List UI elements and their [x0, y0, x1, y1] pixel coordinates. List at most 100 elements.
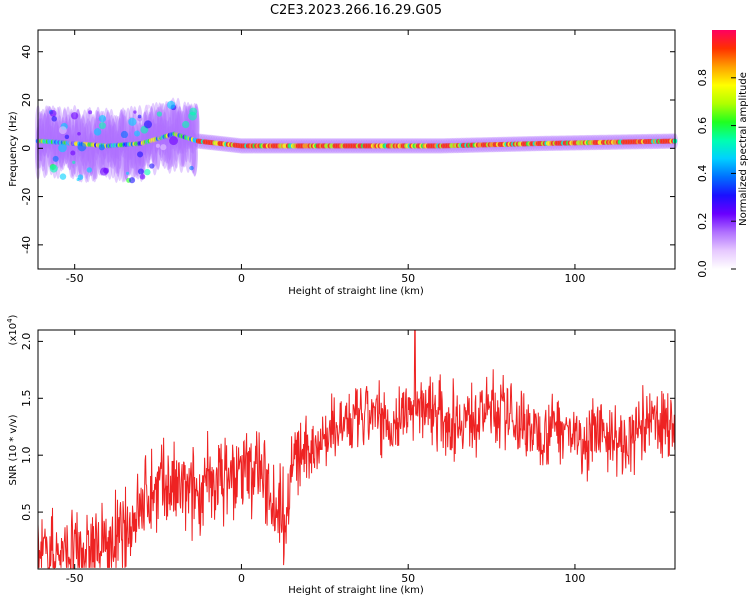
spectrogram-halo [106, 119, 113, 163]
spectrogram-blob [155, 143, 160, 148]
spectrogram-blob [58, 126, 67, 135]
spectrogram-blob [70, 150, 76, 156]
spectrogram-blob [98, 144, 105, 151]
spectrogram-blob [125, 171, 130, 175]
spectrogram-blob [156, 111, 163, 117]
spectrogram-blob [102, 153, 106, 157]
spectrogram-halo [118, 109, 125, 153]
spectrogram-y-tick-label: -20 [20, 188, 33, 206]
spectrogram-halo [120, 139, 127, 183]
spectrogram-halo [100, 128, 107, 173]
spectrogram-blob [169, 136, 179, 146]
spectrogram-halo [130, 137, 137, 181]
snr-y-axis-label: SNR (10 * v/v) [8, 414, 19, 485]
spectrogram-halo [161, 118, 168, 162]
spectrogram-halo [130, 125, 137, 170]
spectrogram-x-tick-label: 0 [238, 272, 245, 285]
spectrogram-halo [71, 117, 78, 161]
spectrogram-halo [101, 129, 108, 173]
snr-panel: -50 0 50 100 0.5 1.0 1.5 2.0 Height of straigh… [6, 314, 676, 596]
spectrogram-halo [125, 119, 132, 163]
spectrogram-halo [73, 118, 80, 163]
spectrogram-halo [183, 118, 190, 163]
spectrogram-halo [51, 112, 58, 156]
spectrogram-halo [113, 130, 120, 174]
spectrogram-blob [93, 128, 102, 136]
spectrogram-halo [41, 113, 48, 157]
spectrogram-halo [145, 122, 152, 167]
spectrogram-halo [150, 102, 157, 147]
spectrogram-halo [41, 134, 48, 179]
spectrogram-blob [128, 177, 136, 184]
spectrogram-halo [105, 119, 112, 164]
spectrogram-blob [134, 130, 141, 137]
spectrogram-halo [45, 114, 52, 159]
colorbar-ticks: 0.0 0.2 0.4 0.6 0.8 [696, 69, 736, 278]
spectrogram-halo [85, 108, 92, 152]
spectrogram-blob [139, 174, 146, 180]
colorbar-tick-label: 0.2 [696, 212, 709, 230]
spectrogram-blob [167, 100, 176, 110]
snr-frame [37, 329, 676, 570]
spectrogram-y-tick-label: 20 [20, 93, 33, 107]
spectrogram-blob [182, 120, 190, 129]
spectrogram-halo [131, 106, 138, 150]
snr-x-axis-label: Height of straight line (km) [288, 585, 424, 596]
colorbar-tick-label: 0.6 [696, 117, 709, 135]
spectrogram-x-ticks: -50 0 50 100 [66, 30, 585, 285]
spectrogram-blob [64, 134, 70, 140]
figure-title: C2E3.2023.266.16.29.G05 [270, 3, 442, 18]
spectrogram-x-axis-label: Height of straight line (km) [288, 286, 424, 297]
spectrogram-blob [160, 144, 167, 151]
spectrogram-halo [176, 110, 183, 154]
spectrogram-blob [77, 132, 81, 136]
spectrogram-halo [103, 130, 110, 174]
spectrogram-halo [91, 138, 98, 183]
spectrogram-halo [46, 124, 53, 168]
colorbar-gradient [712, 30, 736, 269]
snr-x-tick-label: -50 [66, 572, 84, 585]
spectrogram-halo [125, 107, 132, 152]
spectrogram-blob [146, 104, 151, 109]
spectrogram-halo [153, 109, 160, 153]
spectrogram-blob [137, 168, 144, 175]
spectrogram-frame [37, 29, 676, 270]
spectrogram-halo [120, 107, 127, 152]
spectrogram-blob [49, 109, 57, 117]
spectrogram-halo [128, 116, 135, 161]
spectrogram-halo [86, 106, 93, 151]
spectrogram-blob [99, 167, 109, 176]
spectrogram-halo [118, 109, 125, 153]
spectrogram-halo [46, 106, 53, 150]
spectrogram-halo [115, 115, 122, 160]
spectrogram-halo [176, 106, 183, 151]
spectrogram-y-tick-label: -40 [20, 236, 33, 254]
spectrogram-halo [70, 135, 77, 180]
spectrogram-halo [190, 110, 197, 154]
spectrogram-y-ticks: -40 -20 0 20 40 [20, 45, 675, 254]
spectrogram-halo [178, 110, 185, 154]
spectrogram-blob [157, 125, 162, 130]
snr-x-tick-label: 50 [401, 572, 415, 585]
snr-y-tick-label: 1.5 [20, 390, 33, 408]
spectrogram-x-tick-label: -50 [66, 272, 84, 285]
spectrogram-halo [45, 105, 52, 149]
spectrogram-halo [46, 106, 53, 150]
spectrogram-blob [188, 111, 197, 121]
spectrogram-blob [144, 168, 151, 176]
spectrogram-halo [123, 136, 130, 181]
snr-multiplier-label: (x104) [6, 314, 19, 345]
spectrogram-blob [77, 142, 87, 152]
spectrogram-halo [175, 97, 182, 142]
snr-y-tick-label: 0.5 [20, 503, 33, 521]
spectrogram-halo [40, 123, 47, 168]
spectrogram-halo [126, 116, 133, 161]
spectrogram-halo [128, 105, 135, 150]
spectrogram-halo [105, 110, 112, 154]
snr-plot-area [38, 330, 675, 569]
spectrogram-blob [49, 164, 58, 173]
spectrogram-blob [143, 120, 152, 129]
spectrogram-heat-layer [35, 97, 678, 184]
colorbar-tick-label: 0.8 [696, 69, 709, 87]
spectrogram-halo [145, 124, 152, 169]
